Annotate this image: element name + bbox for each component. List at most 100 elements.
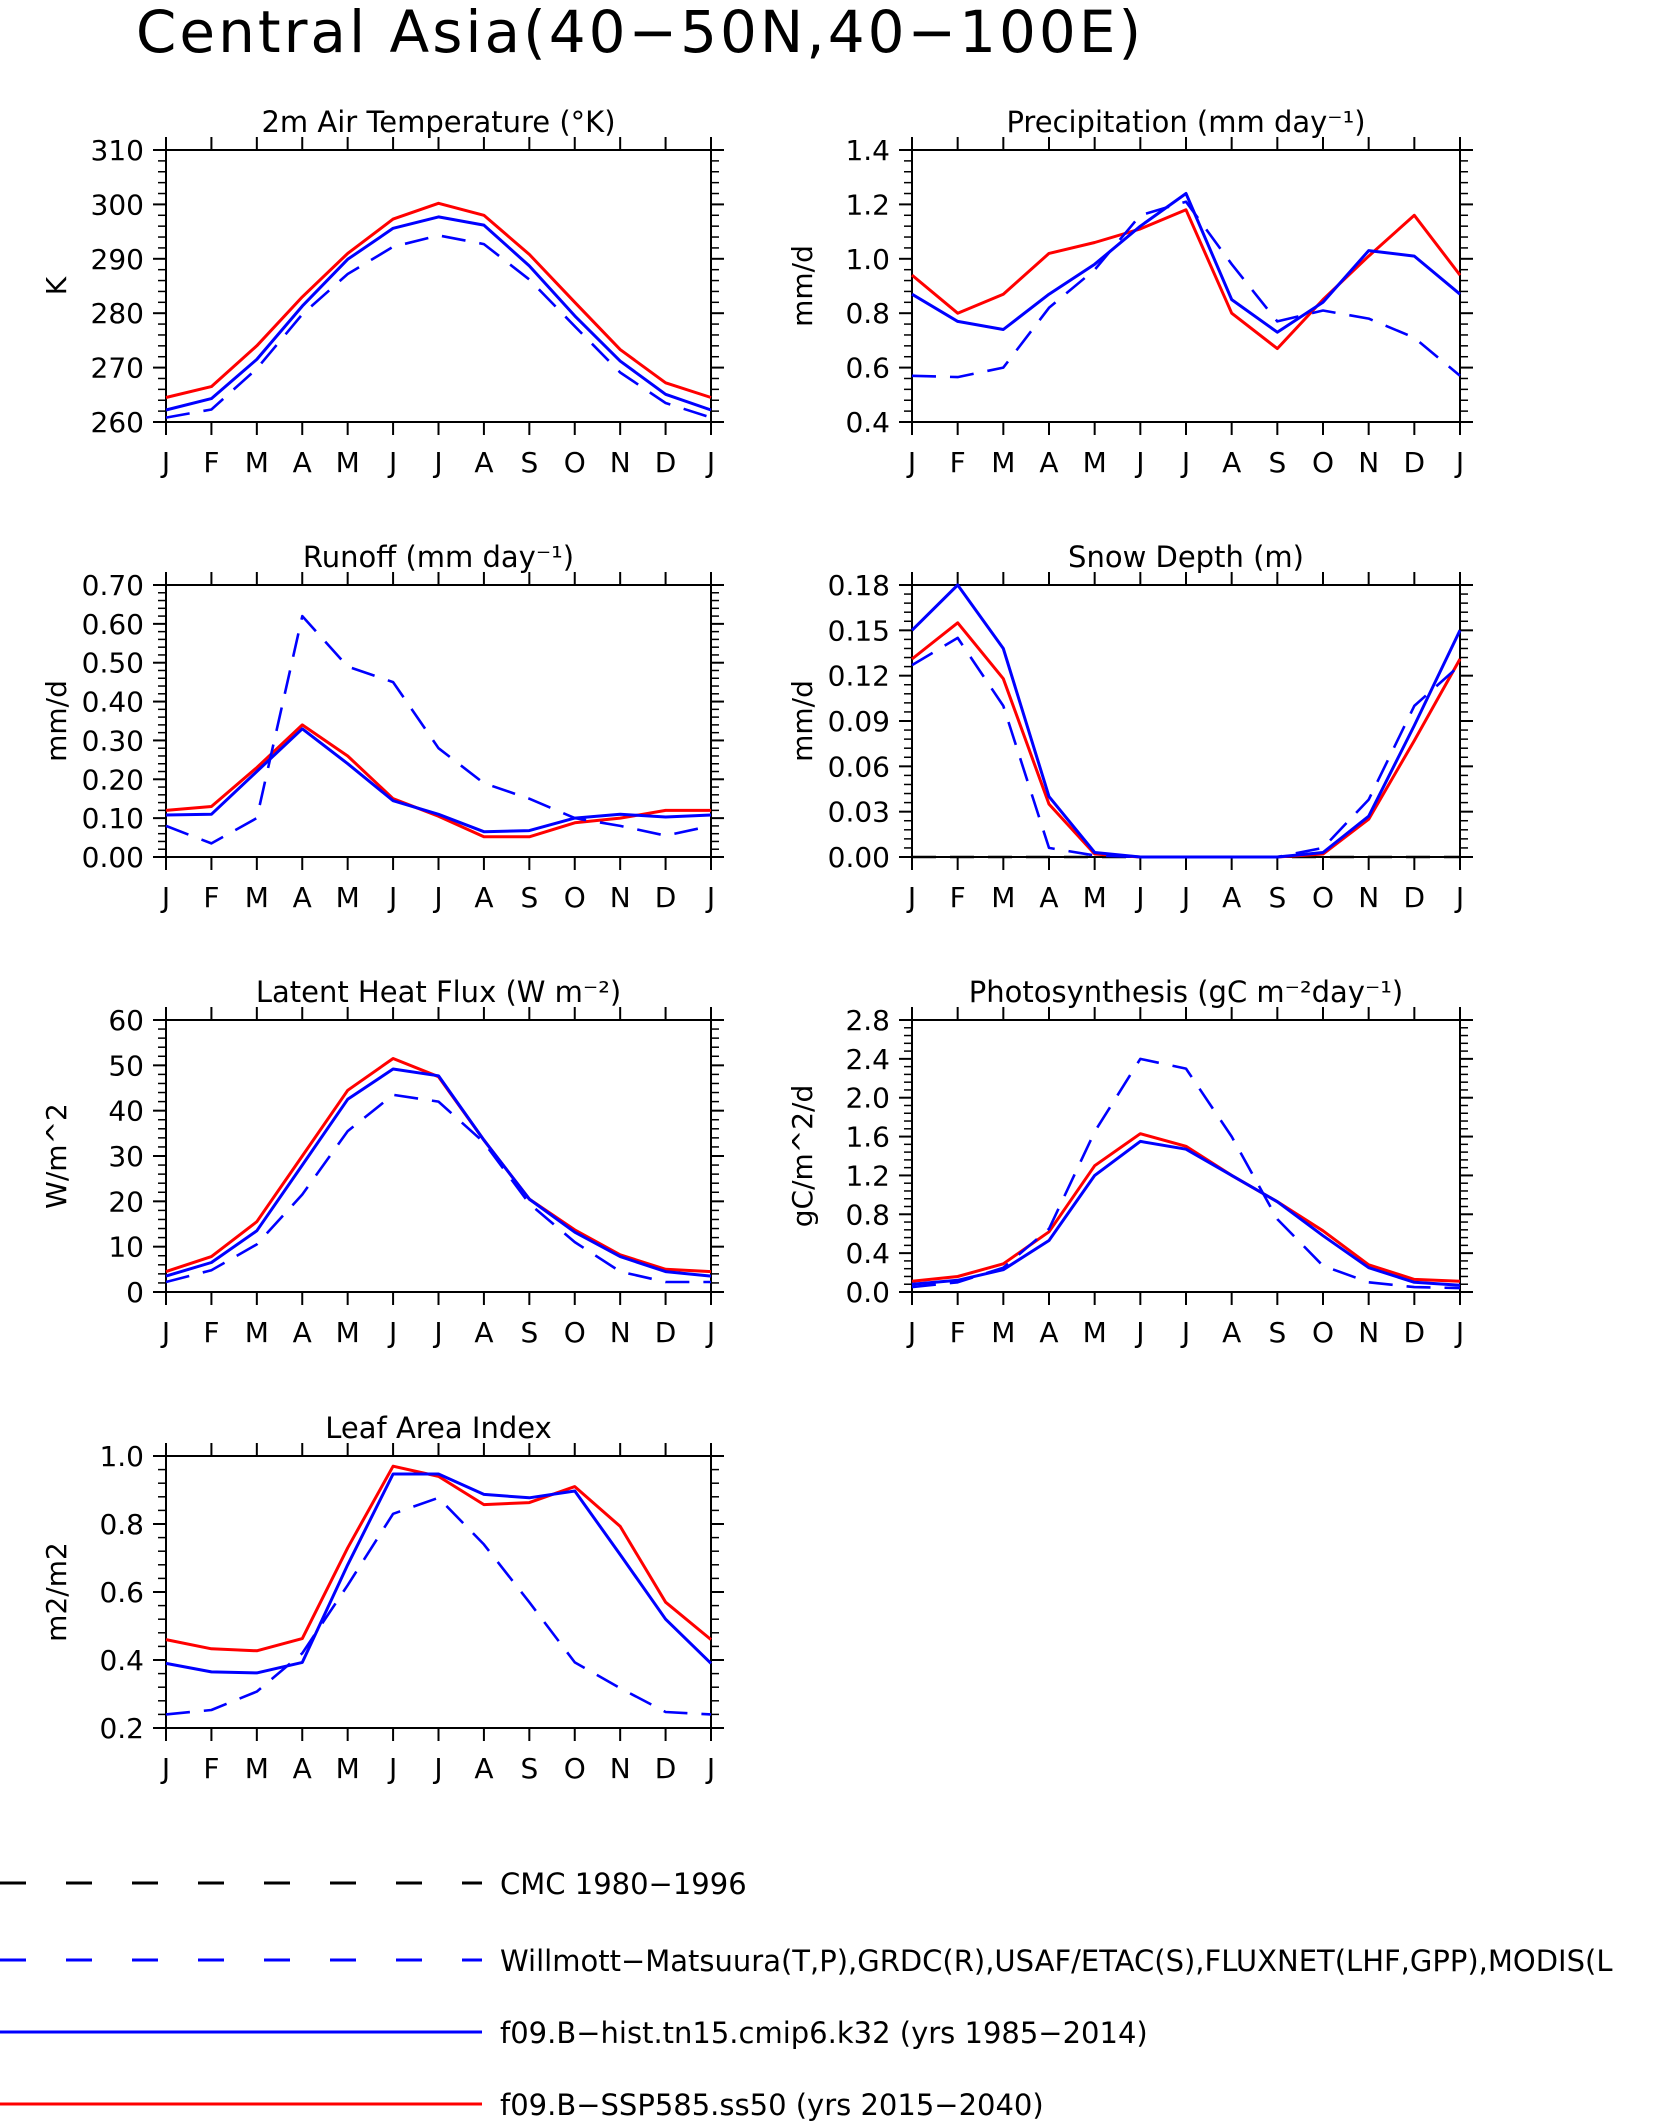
x-tick-label: N — [610, 446, 631, 479]
x-tick-label: A — [474, 446, 493, 479]
x-tick-label: M — [991, 1316, 1015, 1349]
series-line-hist — [911, 1139, 1461, 1287]
x-tick-label: M — [991, 446, 1015, 479]
y-tick-label: 1.6 — [845, 1121, 890, 1154]
x-tick-label: A — [293, 881, 312, 914]
chart-title: Snow Depth (m) — [1068, 540, 1304, 574]
y-tick-label: 280 — [91, 297, 144, 330]
y-tick-label: 2.4 — [845, 1043, 890, 1076]
x-tick-label: J — [387, 446, 397, 479]
x-tick-label: S — [520, 1752, 538, 1785]
x-tick-label: D — [1404, 1316, 1426, 1349]
x-tick-label: J — [432, 446, 442, 479]
x-tick-label: N — [1358, 446, 1379, 479]
x-tick-label: S — [1268, 1316, 1286, 1349]
x-tick-label: A — [1039, 446, 1058, 479]
y-axis-label: K — [40, 276, 73, 295]
chart-title: Leaf Area Index — [325, 1411, 551, 1445]
x-tick-label: A — [1222, 1316, 1241, 1349]
x-tick-label: A — [293, 1316, 312, 1349]
x-tick-label: M — [245, 446, 269, 479]
x-tick-label: A — [1222, 881, 1241, 914]
series-line-obs — [911, 636, 1461, 859]
x-tick-label: M — [336, 881, 360, 914]
x-tick-label: S — [1268, 881, 1286, 914]
y-tick-label: 0.0 — [845, 1276, 890, 1309]
legend-label: f09.B−SSP585.ss50 (yrs 2015−2040) — [500, 2088, 1044, 2122]
x-tick-label: J — [387, 1752, 397, 1785]
series-line-hist — [165, 727, 712, 834]
series-line-obs — [911, 1057, 1461, 1290]
y-tick-label: 300 — [91, 188, 144, 221]
series-line-obs — [165, 614, 712, 845]
x-tick-label: J — [1180, 881, 1190, 914]
x-tick-label: F — [203, 1316, 219, 1349]
x-tick-label: J — [160, 1316, 170, 1349]
x-tick-label: M — [245, 1752, 269, 1785]
y-tick-label: 0.06 — [828, 750, 890, 783]
y-tick-label: 270 — [91, 352, 144, 385]
x-tick-label: A — [474, 1752, 493, 1785]
x-tick-label: F — [950, 446, 966, 479]
y-tick-label: 0.2 — [99, 1712, 144, 1745]
x-tick-label: S — [520, 1316, 538, 1349]
series-line-hist — [165, 1067, 712, 1278]
chart-panel-6: Photosynthesis (gC m⁻²day⁻¹) gC/m^2/d 0.0 0… — [786, 975, 1473, 1349]
x-tick-label: J — [160, 881, 170, 914]
y-tick-label: 0.4 — [845, 1237, 890, 1270]
y-axis-label: gC/m^2/d — [786, 1085, 819, 1228]
x-tick-label: D — [1404, 881, 1426, 914]
y-axis-label: mm/d — [40, 680, 73, 762]
y-tick-label: 0.15 — [828, 614, 890, 647]
x-tick-label: N — [1358, 1316, 1379, 1349]
y-tick-label: 0.8 — [845, 1198, 890, 1231]
x-tick-label: D — [655, 446, 677, 479]
x-tick-label: O — [564, 1316, 586, 1349]
figure-title: Central Asia(40−50N,40−100E) — [136, 0, 1144, 66]
chart-panel-3: Runoff (mm day⁻¹) mm/d 0.00 0.10 0.20 0.30 0.4… — [40, 540, 724, 914]
series-line-obs — [165, 234, 712, 419]
chart-title: Precipitation (mm day⁻¹) — [1006, 105, 1365, 139]
x-tick-label: J — [705, 1316, 715, 1349]
x-tick-label: M — [245, 881, 269, 914]
y-tick-label: 2.0 — [845, 1082, 890, 1115]
x-tick-label: J — [705, 881, 715, 914]
y-tick-label: 0.03 — [828, 796, 890, 829]
x-tick-label: M — [245, 1316, 269, 1349]
x-tick-label: M — [336, 1752, 360, 1785]
y-axis-label: mm/d — [786, 245, 819, 327]
x-tick-label: F — [950, 881, 966, 914]
legend-entry: f09.B−SSP585.ss50 (yrs 2015−2040) — [0, 2088, 1044, 2122]
x-tick-label: M — [336, 446, 360, 479]
chart-title: Latent Heat Flux (W m⁻²) — [256, 975, 621, 1009]
y-tick-label: 0.12 — [828, 660, 890, 693]
x-tick-label: J — [432, 881, 442, 914]
y-tick-label: 10 — [108, 1231, 144, 1264]
y-tick-label: 60 — [108, 1004, 144, 1037]
y-tick-label: 1.4 — [845, 134, 890, 167]
y-tick-label: 310 — [91, 134, 144, 167]
y-tick-label: 0.4 — [845, 406, 890, 439]
x-tick-label: J — [906, 1316, 916, 1349]
x-tick-label: J — [1134, 1316, 1144, 1349]
y-tick-label: 0.18 — [828, 569, 890, 602]
x-tick-label: F — [203, 881, 219, 914]
x-tick-label: D — [1404, 446, 1426, 479]
legend-label: f09.B−hist.tn15.cmip6.k32 (yrs 1985−2014… — [500, 2016, 1148, 2050]
x-tick-label: J — [432, 1752, 442, 1785]
x-tick-label: A — [293, 446, 312, 479]
x-tick-label: J — [1134, 881, 1144, 914]
y-tick-label: 260 — [91, 406, 144, 439]
series-line-hist — [165, 1472, 713, 1675]
legend-label: Willmott−Matsuura(T,P),GRDC(R),USAF/ETAC… — [500, 1944, 1613, 1978]
x-tick-label: S — [520, 446, 538, 479]
x-tick-label: J — [1454, 446, 1464, 479]
x-tick-label: A — [1222, 446, 1241, 479]
x-tick-label: D — [655, 881, 677, 914]
x-tick-label: O — [564, 446, 586, 479]
y-tick-label: 0.50 — [82, 647, 144, 680]
y-tick-label: 0.70 — [82, 569, 144, 602]
